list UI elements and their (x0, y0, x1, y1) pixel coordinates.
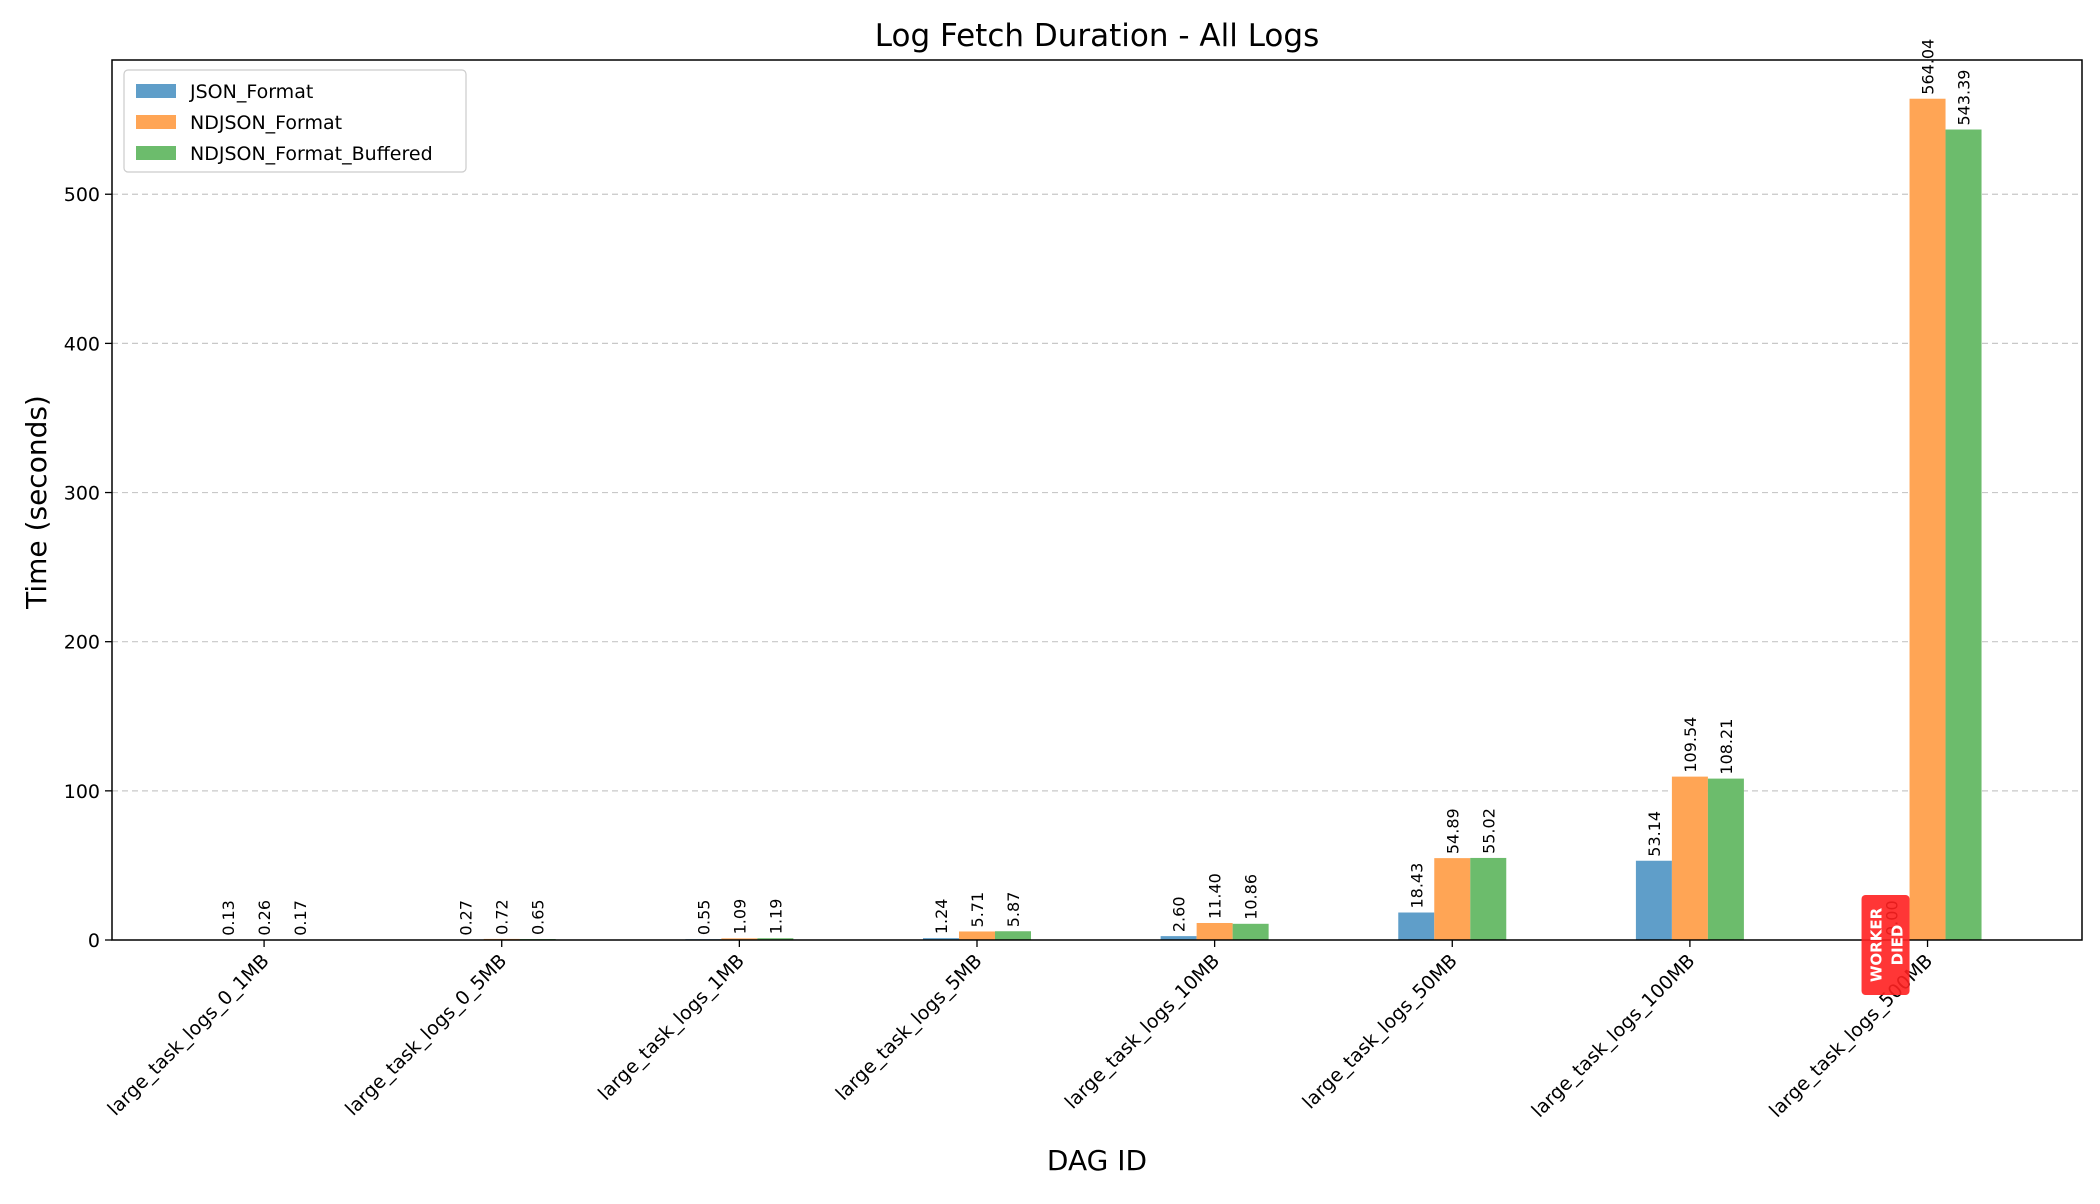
x-tick-label: large_task_logs_50MB (1298, 950, 1461, 1113)
data-label: 0.26 (255, 900, 274, 936)
bar-NDJSON_Format_Buffered-3 (995, 931, 1031, 940)
data-label: 0.65 (529, 899, 548, 935)
y-tick-label: 100 (64, 781, 100, 803)
bar-JSON_Format-5 (1398, 913, 1434, 940)
data-label: 5.87 (1004, 892, 1023, 928)
x-tick-label: large_task_logs_5MB (832, 950, 987, 1105)
bar-NDJSON_Format_Buffered-7 (1946, 130, 1982, 940)
y-tick-label: 200 (64, 632, 100, 654)
y-tick-label: 400 (64, 333, 100, 355)
legend-label: JSON_Format (189, 81, 313, 103)
annotation-text: WORKER (1868, 907, 1886, 982)
axes: 0 100 200 300 400 500 large_task_logs_0_1MB lar… (64, 60, 2082, 1122)
y-tick-label: 300 (64, 483, 100, 505)
data-label: 0.27 (457, 900, 476, 936)
x-tick-label: large_task_logs_1MB (594, 950, 749, 1105)
chart-title: Log Fetch Duration - All Logs (875, 18, 1319, 54)
bar-NDJSON_Format_Buffered-5 (1470, 858, 1506, 940)
bar-NDJSON_Format-5 (1434, 858, 1470, 940)
x-tick-label: large_task_logs_0_5MB (341, 950, 511, 1120)
data-label: 10.86 (1242, 874, 1261, 920)
bar-NDJSON_Format_Buffered-6 (1708, 779, 1744, 940)
y-tick-label: 0 (88, 930, 100, 952)
x-tick-label: large_task_logs_0_1MB (103, 950, 273, 1120)
bar-NDJSON_Format-3 (959, 931, 995, 940)
data-label: 543.39 (1955, 70, 1974, 126)
legend-label: NDJSON_Format (190, 112, 342, 134)
data-label: 53.14 (1645, 811, 1664, 857)
data-label: 108.21 (1717, 719, 1736, 775)
data-label: 1.19 (766, 899, 785, 935)
data-label: 18.43 (1407, 863, 1426, 909)
data-label: 11.40 (1206, 873, 1225, 919)
x-tick-label: large_task_logs_10MB (1061, 950, 1224, 1113)
bar-NDJSON_Format-7 (1910, 99, 1946, 940)
bar-NDJSON_Format-6 (1672, 777, 1708, 940)
annotation-text: DIED (1889, 925, 1907, 966)
legend: JSON_Format NDJSON_Format NDJSON_Format_Bu… (124, 70, 466, 172)
legend-label: NDJSON_Format_Buffered (190, 143, 433, 165)
x-tick-label: large_task_logs_100MB (1527, 950, 1699, 1122)
data-label: 54.89 (1443, 808, 1462, 854)
plot-frame (112, 60, 2082, 940)
bars (210, 99, 1981, 940)
legend-swatch (136, 84, 176, 98)
data-label: 109.54 (1681, 717, 1700, 773)
bar-NDJSON_Format-4 (1197, 923, 1233, 940)
data-label: 2.60 (1170, 896, 1189, 932)
data-label: 55.02 (1479, 808, 1498, 854)
data-label: 0.72 (493, 899, 512, 935)
data-label: 0.13 (219, 900, 238, 936)
data-label: 564.04 (1919, 39, 1938, 95)
x-tick-label: large_task_logs_500MB (1765, 950, 1937, 1122)
y-tick-label: 500 (64, 184, 100, 206)
x-axis-label: DAG ID (1047, 1144, 1147, 1177)
bar-JSON_Format-6 (1636, 861, 1672, 940)
legend-swatch (136, 115, 176, 129)
data-label: 1.09 (730, 899, 749, 935)
y-axis-label: Time (seconds) (20, 395, 53, 610)
data-label: 5.71 (968, 892, 987, 928)
grid-lines (112, 194, 2082, 791)
bar-NDJSON_Format_Buffered-4 (1233, 924, 1269, 940)
data-label: 0.17 (291, 900, 310, 936)
data-label: 0.55 (694, 900, 713, 936)
data-label: 1.24 (932, 899, 951, 935)
legend-swatch (136, 146, 176, 160)
